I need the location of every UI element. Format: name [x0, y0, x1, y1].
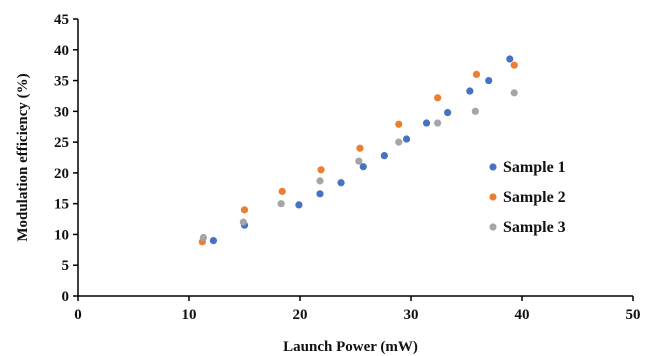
data-point — [356, 144, 364, 152]
data-points — [198, 55, 518, 246]
data-point — [485, 76, 493, 85]
legend-marker — [489, 223, 497, 231]
legend-label: Sample 3 — [503, 219, 566, 236]
legend-label: Sample 1 — [503, 159, 566, 176]
legend: Sample 1 Sample 2 Sample 3 — [489, 159, 566, 236]
data-point — [506, 55, 514, 63]
data-point — [240, 206, 249, 214]
series-1-points — [209, 55, 514, 245]
y-ticks: 0 5 10 15 20 25 30 35 40 45 — [54, 12, 78, 305]
data-point — [337, 179, 345, 187]
data-point — [277, 200, 285, 208]
data-point — [278, 187, 286, 195]
data-point — [434, 94, 442, 102]
y-tick-label: 10 — [54, 227, 69, 243]
legend-label: Sample 2 — [503, 189, 566, 206]
y-tick-label: 25 — [54, 135, 69, 151]
y-tick-label: 30 — [54, 104, 69, 120]
y-axis-title: Modulation efficiency (%) — [15, 73, 31, 241]
y-tick-label: 15 — [54, 197, 69, 213]
data-point — [317, 166, 325, 174]
x-tick-label: 10 — [182, 307, 197, 323]
data-point — [402, 135, 411, 143]
data-point — [199, 233, 208, 242]
y-tick-label: 35 — [54, 74, 69, 90]
data-point — [444, 108, 452, 117]
data-point — [395, 138, 403, 146]
data-point — [466, 87, 474, 95]
legend-marker — [489, 163, 497, 171]
data-point — [510, 89, 518, 97]
x-tick-label: 0 — [74, 307, 82, 323]
axes — [77, 19, 633, 297]
data-point — [395, 120, 403, 128]
data-point — [295, 201, 303, 209]
x-tick-label: 30 — [404, 307, 419, 323]
x-tick-label: 40 — [515, 307, 530, 323]
x-tick-label: 20 — [293, 307, 308, 323]
y-tick-label: 40 — [54, 43, 69, 59]
y-tick-label: 0 — [62, 289, 70, 305]
data-point — [380, 152, 388, 160]
y-tick-label: 20 — [54, 166, 69, 182]
y-tick-label: 45 — [54, 12, 69, 28]
data-point — [471, 107, 479, 115]
series-3-points — [199, 89, 518, 242]
x-tick-label: 50 — [626, 307, 641, 323]
x-ticks: 0 10 20 30 40 50 — [74, 296, 641, 323]
data-point — [239, 218, 247, 226]
series-2-points — [198, 61, 518, 246]
y-tick-label: 5 — [62, 258, 70, 274]
x-axis-title: Launch Power (mW) — [283, 339, 418, 355]
data-point — [316, 190, 324, 198]
data-point — [472, 70, 481, 78]
data-point — [209, 237, 218, 245]
data-point — [422, 119, 431, 127]
data-point — [355, 157, 363, 165]
data-point — [359, 163, 367, 171]
data-point — [316, 177, 324, 185]
legend-marker — [489, 193, 497, 201]
data-point — [510, 61, 518, 69]
data-point — [434, 119, 442, 127]
